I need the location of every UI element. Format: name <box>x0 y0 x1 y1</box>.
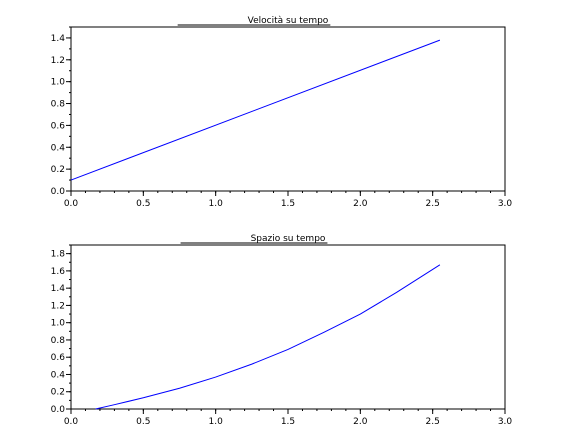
chart-title: Velocità su tempo <box>248 16 329 26</box>
y-tick-label: 0.2 <box>51 388 65 398</box>
x-tick-label: 1.0 <box>209 199 224 209</box>
y-tick-label: 1.4 <box>51 34 66 44</box>
y-tick-label: 0.0 <box>51 405 66 415</box>
y-tick-label: 1.6 <box>51 267 66 277</box>
y-tick-label: 0.4 <box>51 370 66 380</box>
x-tick-label: 0.5 <box>136 199 150 209</box>
x-tick-label: 0.0 <box>64 417 79 427</box>
x-tick-label: 0.5 <box>136 417 150 427</box>
x-tick-label: 2.0 <box>353 417 368 427</box>
y-tick-label: 0.8 <box>51 336 66 346</box>
x-tick-label: 1.5 <box>281 417 295 427</box>
y-tick-label: 0.6 <box>51 353 66 363</box>
y-tick-label: 0.8 <box>51 100 66 110</box>
x-tick-label: 1.0 <box>209 417 224 427</box>
x-tick-label: 1.5 <box>281 199 295 209</box>
series-line <box>70 39 441 181</box>
y-tick-label: 1.4 <box>51 284 66 294</box>
y-tick-label: 0.6 <box>51 121 66 131</box>
x-tick-label: 0.0 <box>64 199 79 209</box>
y-tick-label: 1.0 <box>51 78 66 88</box>
y-tick-label: 0.2 <box>51 165 65 175</box>
y-tick-label: 0.0 <box>51 187 66 197</box>
y-tick-label: 1.0 <box>51 319 66 329</box>
y-tick-label: 1.2 <box>51 56 65 66</box>
series-line <box>95 264 441 410</box>
chart-space: Spazio su tempo 0.0 0.5 1.0 1.5 2.0 2.5 3.0 0.0 0… <box>51 234 513 427</box>
x-tick-label: 2.0 <box>353 199 368 209</box>
chart-velocity: Velocità su tempo 0.0 0.5 1.0 1.5 2.0 2.5 3.0 0.… <box>51 16 513 209</box>
x-tick-label: 2.5 <box>426 417 440 427</box>
y-tick-label: 1.2 <box>51 301 65 311</box>
chart-title: Spazio su tempo <box>251 234 326 244</box>
plot-frame <box>70 244 506 410</box>
x-tick-label: 3.0 <box>498 199 513 209</box>
y-tick-label: 1.8 <box>51 250 66 260</box>
x-tick-label: 3.0 <box>498 417 513 427</box>
x-tick-label: 2.5 <box>426 199 440 209</box>
y-tick-label: 0.4 <box>51 143 66 153</box>
plot-frame <box>70 26 506 192</box>
